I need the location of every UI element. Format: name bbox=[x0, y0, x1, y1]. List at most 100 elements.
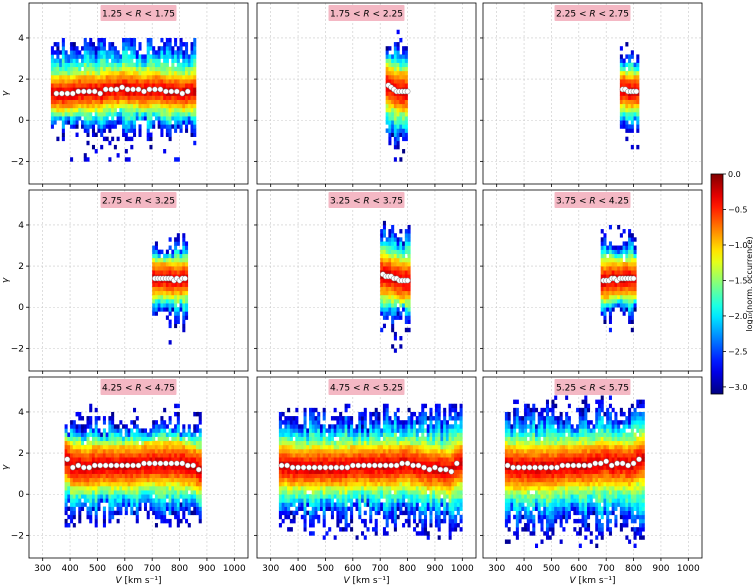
heatmap-cell bbox=[163, 253, 167, 259]
heatmap-cell bbox=[176, 120, 180, 125]
heatmap-cell bbox=[113, 473, 117, 479]
panel-title: 3.75 < R < 4.25 bbox=[554, 192, 631, 208]
axes-frame bbox=[256, 189, 477, 372]
heatmap-cell bbox=[402, 303, 406, 308]
heatmap-cell bbox=[366, 428, 370, 433]
heatmap-cell bbox=[102, 510, 106, 516]
heatmap-cell bbox=[168, 103, 172, 109]
heatmap-cell bbox=[157, 99, 161, 105]
heatmap-cell bbox=[630, 261, 634, 267]
heatmap-cell bbox=[391, 99, 395, 105]
heatmap-cell bbox=[311, 514, 315, 520]
heatmap-cell bbox=[404, 502, 408, 507]
heatmap-cell bbox=[319, 498, 323, 503]
heatmap-cell bbox=[174, 74, 178, 80]
heatmap-cell bbox=[141, 465, 145, 470]
heatmap-cell bbox=[193, 473, 197, 479]
median-point bbox=[157, 460, 164, 467]
heatmap-cell bbox=[361, 448, 365, 454]
heatmap-cell bbox=[102, 490, 106, 495]
heatmap-cell bbox=[146, 440, 150, 446]
heatmap-cell bbox=[70, 432, 74, 437]
heatmap-cell bbox=[193, 42, 197, 47]
heatmap-cell bbox=[179, 50, 183, 55]
heatmap-cell bbox=[380, 266, 384, 271]
heatmap-cell bbox=[336, 444, 340, 450]
heatmap-cell bbox=[278, 436, 282, 442]
heatmap-cell bbox=[176, 494, 180, 499]
heatmap-cell bbox=[347, 506, 351, 511]
heatmap-cell bbox=[124, 432, 128, 437]
median-point bbox=[91, 462, 98, 469]
heatmap-cell bbox=[385, 99, 389, 105]
heatmap-cell bbox=[94, 149, 98, 154]
heatmap-cell bbox=[154, 490, 158, 495]
heatmap-cell bbox=[630, 233, 634, 238]
heatmap-cell bbox=[179, 103, 183, 109]
heatmap-cell bbox=[407, 224, 411, 230]
heatmap-cell bbox=[182, 473, 186, 479]
heatmap-cell bbox=[152, 424, 156, 429]
heatmap-cell bbox=[135, 95, 139, 100]
heatmap-cell bbox=[168, 490, 172, 495]
heatmap-cell bbox=[614, 286, 618, 292]
heatmap-cell bbox=[53, 87, 57, 92]
heatmap-cell bbox=[339, 486, 343, 491]
heatmap-cell bbox=[380, 299, 384, 304]
heatmap-cell bbox=[350, 518, 354, 524]
heatmap-cell bbox=[344, 502, 348, 507]
heatmap-cell bbox=[59, 70, 63, 76]
median-point bbox=[53, 90, 60, 97]
heatmap-cell bbox=[388, 494, 392, 499]
heatmap-cell bbox=[358, 448, 362, 454]
heatmap-cell bbox=[344, 436, 348, 442]
heatmap-cell bbox=[190, 448, 194, 454]
heatmap-cell bbox=[391, 432, 395, 437]
heatmap-cell bbox=[149, 448, 153, 454]
heatmap-cell bbox=[171, 307, 175, 312]
heatmap-cell bbox=[344, 490, 348, 495]
heatmap-cell bbox=[154, 91, 158, 96]
heatmap-cell bbox=[149, 136, 153, 142]
heatmap-cell bbox=[636, 54, 640, 59]
heatmap-cell bbox=[311, 416, 315, 421]
heatmap-cell bbox=[413, 481, 417, 487]
heatmap-cell bbox=[399, 95, 403, 100]
heatmap-cell bbox=[64, 120, 68, 125]
heatmap-cell bbox=[157, 481, 161, 487]
heatmap-cell bbox=[399, 58, 403, 63]
heatmap-cell bbox=[423, 486, 428, 491]
heatmap-cell bbox=[171, 453, 175, 458]
heatmap-cell bbox=[366, 502, 370, 507]
heatmap-cell bbox=[625, 62, 629, 68]
heatmap-cell bbox=[347, 424, 351, 429]
heatmap-cell bbox=[380, 453, 384, 458]
heatmap-cell bbox=[165, 107, 169, 113]
heatmap-cell bbox=[363, 448, 367, 454]
heatmap-cell bbox=[141, 494, 145, 499]
heatmap-cell bbox=[328, 424, 332, 429]
heatmap-cell bbox=[311, 486, 315, 491]
heatmap-cell bbox=[141, 54, 145, 59]
heatmap-cell bbox=[625, 128, 629, 133]
heatmap-cell bbox=[78, 428, 82, 433]
heatmap-cell bbox=[108, 502, 112, 507]
heatmap-cell bbox=[393, 348, 397, 353]
heatmap-cell bbox=[628, 270, 632, 275]
heatmap-cell bbox=[127, 46, 131, 51]
heatmap-cell bbox=[415, 432, 419, 437]
heatmap-cell bbox=[116, 58, 120, 63]
heatmap-cell bbox=[165, 453, 169, 458]
heatmap-cell bbox=[152, 506, 156, 511]
heatmap-cell bbox=[67, 116, 71, 121]
heatmap-cell bbox=[97, 50, 101, 55]
median-point bbox=[146, 86, 153, 93]
heatmap-cell bbox=[407, 270, 411, 275]
heatmap-cell bbox=[113, 510, 117, 516]
heatmap-cell bbox=[292, 420, 296, 425]
heatmap-cell bbox=[185, 290, 189, 296]
heatmap-cell bbox=[64, 424, 68, 429]
heatmap-cell bbox=[61, 124, 65, 129]
heatmap-cell bbox=[152, 249, 156, 255]
heatmap-cell bbox=[281, 457, 285, 462]
